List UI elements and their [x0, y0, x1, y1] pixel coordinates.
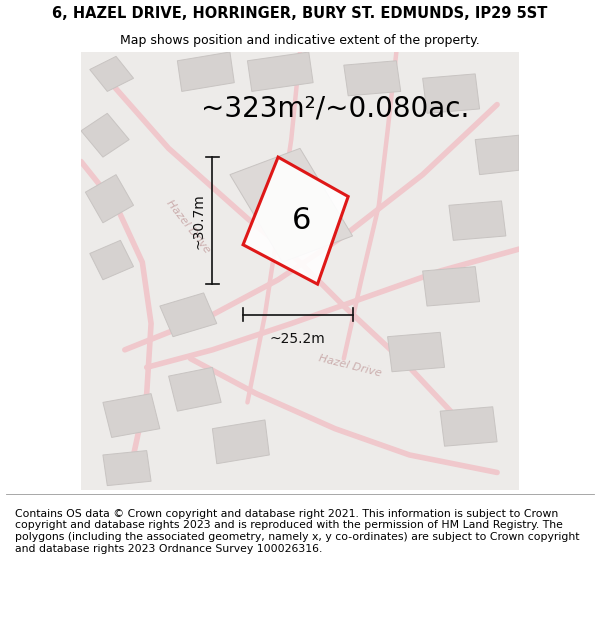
Text: 6, HAZEL DRIVE, HORRINGER, BURY ST. EDMUNDS, IP29 5ST: 6, HAZEL DRIVE, HORRINGER, BURY ST. EDMU…	[52, 6, 548, 21]
Polygon shape	[103, 394, 160, 438]
Polygon shape	[103, 451, 151, 486]
Polygon shape	[81, 113, 129, 157]
Polygon shape	[90, 56, 134, 91]
Polygon shape	[212, 420, 269, 464]
Polygon shape	[169, 368, 221, 411]
Polygon shape	[90, 241, 134, 280]
Polygon shape	[388, 332, 445, 372]
Text: Map shows position and indicative extent of the property.: Map shows position and indicative extent…	[120, 34, 480, 47]
Polygon shape	[422, 74, 479, 113]
Text: 6: 6	[292, 206, 311, 235]
Text: Contains OS data © Crown copyright and database right 2021. This information is : Contains OS data © Crown copyright and d…	[15, 509, 580, 554]
Text: ~30.7m: ~30.7m	[192, 192, 206, 249]
Polygon shape	[475, 135, 519, 174]
Text: Hazel Drive: Hazel Drive	[317, 353, 383, 378]
Polygon shape	[160, 293, 217, 337]
Polygon shape	[422, 267, 479, 306]
Polygon shape	[178, 52, 234, 91]
Polygon shape	[243, 157, 348, 284]
Polygon shape	[230, 148, 353, 262]
Text: ~25.2m: ~25.2m	[270, 332, 326, 346]
Polygon shape	[449, 201, 506, 241]
Polygon shape	[344, 61, 401, 96]
Text: Hazel Drive: Hazel Drive	[164, 199, 212, 256]
Polygon shape	[85, 174, 134, 223]
Text: ~323m²/~0.080ac.: ~323m²/~0.080ac.	[201, 95, 469, 123]
Polygon shape	[440, 407, 497, 446]
Polygon shape	[247, 52, 313, 91]
